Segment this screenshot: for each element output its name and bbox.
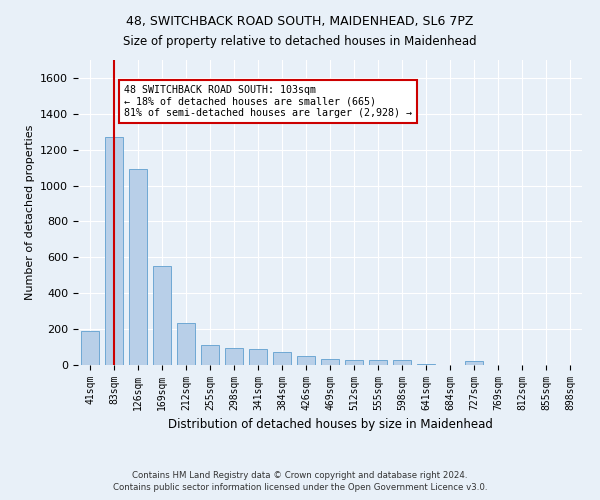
Bar [417, 364, 435, 365]
Bar [273, 352, 291, 365]
Text: Size of property relative to detached houses in Maidenhead: Size of property relative to detached ho… [123, 35, 477, 48]
Bar [177, 323, 195, 365]
Text: Contains HM Land Registry data © Crown copyright and database right 2024.
Contai: Contains HM Land Registry data © Crown c… [113, 471, 487, 492]
Bar [81, 331, 99, 365]
Bar [105, 137, 123, 365]
Bar [297, 356, 315, 365]
Bar [153, 266, 171, 365]
Bar [129, 170, 147, 365]
Bar [225, 348, 243, 365]
Y-axis label: Number of detached properties: Number of detached properties [25, 125, 35, 300]
Bar [201, 346, 219, 365]
Bar [393, 360, 411, 365]
Bar [465, 362, 483, 365]
X-axis label: Distribution of detached houses by size in Maidenhead: Distribution of detached houses by size … [167, 418, 493, 432]
Bar [249, 349, 267, 365]
Bar [369, 360, 387, 365]
Text: 48, SWITCHBACK ROAD SOUTH, MAIDENHEAD, SL6 7PZ: 48, SWITCHBACK ROAD SOUTH, MAIDENHEAD, S… [127, 15, 473, 28]
Text: 48 SWITCHBACK ROAD SOUTH: 103sqm
← 18% of detached houses are smaller (665)
81% : 48 SWITCHBACK ROAD SOUTH: 103sqm ← 18% o… [124, 85, 412, 118]
Bar [345, 360, 363, 365]
Bar [321, 358, 339, 365]
